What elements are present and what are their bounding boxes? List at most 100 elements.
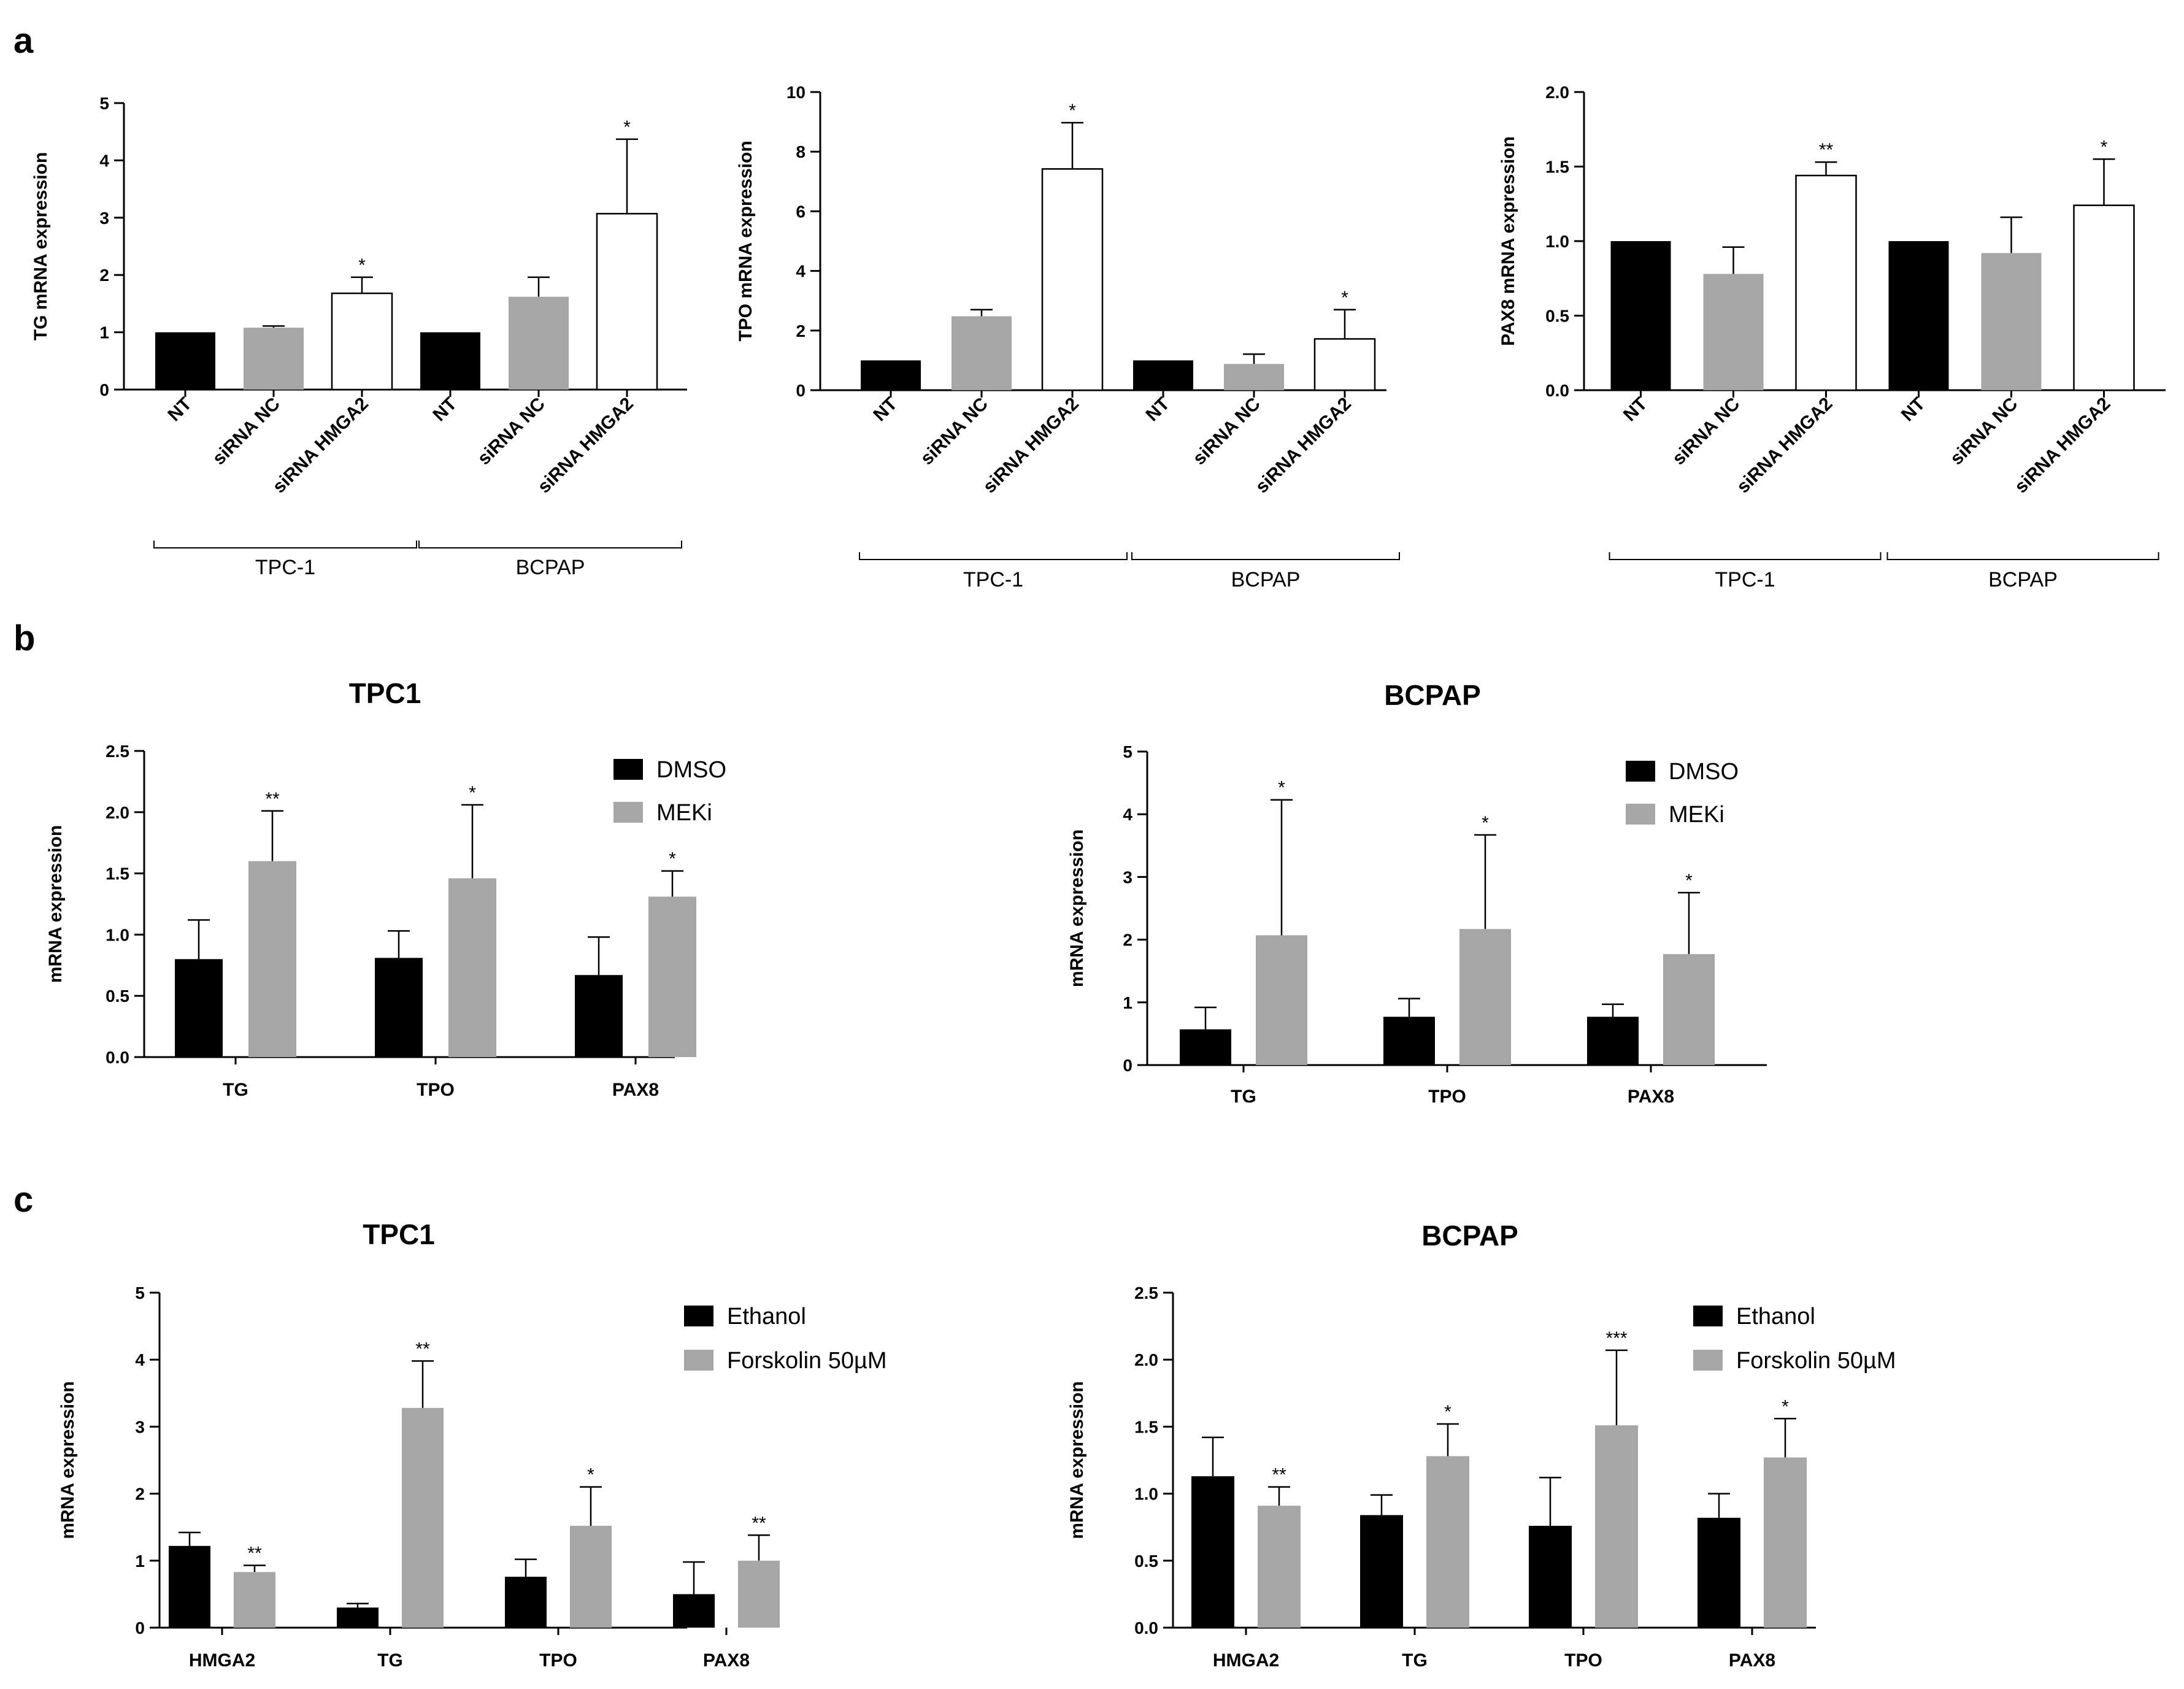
y-axis-label: mRNA expression <box>58 1381 78 1539</box>
bar <box>596 213 658 391</box>
y-tick-label: 0 <box>796 381 806 400</box>
y-tick-label: 0.0 <box>1134 1618 1158 1637</box>
significance-marker: * <box>587 1465 594 1485</box>
significance-marker: ** <box>415 1339 430 1359</box>
bar <box>448 878 496 1057</box>
y-tick-label: 5 <box>135 1283 145 1302</box>
y-tick-label: 1.5 <box>1545 158 1569 177</box>
y-axis-label: mRNA expression <box>1067 1381 1087 1539</box>
x-category-label: PAX8 <box>1628 1087 1674 1107</box>
bar <box>1698 1517 1740 1628</box>
bar <box>1191 1476 1234 1628</box>
legend-swatch <box>613 802 643 823</box>
y-tick-label: 2.5 <box>106 742 129 761</box>
chart-title: TPC1 <box>349 677 421 709</box>
bar <box>1981 253 2042 390</box>
bar <box>861 360 921 390</box>
chart-c1: TPC1 0 1 2 3 4 5 mRNA expression ** HMGA2 ** TG * TPO… <box>58 1218 887 1671</box>
bar <box>155 332 215 390</box>
bar <box>1313 338 1376 391</box>
bar <box>2073 204 2135 391</box>
y-tick-label: 2.0 <box>1545 83 1569 102</box>
y-tick-label: 1.0 <box>106 925 129 944</box>
x-category-label: HMGA2 <box>189 1650 255 1671</box>
bar <box>1224 364 1284 390</box>
significance-marker: * <box>1482 813 1489 833</box>
group-label: BCPAP <box>516 556 585 579</box>
bar <box>1360 1515 1403 1628</box>
legend-label: DMSO <box>1669 759 1739 785</box>
y-tick-label: 2.0 <box>106 803 129 822</box>
y-tick-label: 1.0 <box>1545 232 1569 251</box>
y-tick-label: 3 <box>1123 868 1132 887</box>
legend-swatch <box>684 1350 713 1371</box>
y-axis-label: mRNA expression <box>1067 829 1087 987</box>
y-tick-label: 8 <box>796 142 806 161</box>
chart-b2: BCPAP 0 1 2 3 4 5 mRNA expression * TG * TPO * PAX8 DM… <box>1067 679 1767 1107</box>
bar <box>1383 1017 1435 1065</box>
bar <box>402 1407 444 1628</box>
x-category-label: PAX8 <box>703 1650 750 1671</box>
group-label: TPC-1 <box>1715 568 1775 591</box>
significance-marker: * <box>1341 288 1348 308</box>
bar <box>337 1607 379 1628</box>
y-tick-label: 4 <box>135 1350 145 1369</box>
group-label: BCPAP <box>1988 568 2058 591</box>
legend-swatch <box>613 759 643 780</box>
significance-marker: * <box>469 783 476 803</box>
y-tick-label: 4 <box>796 262 806 281</box>
bar <box>570 1526 612 1628</box>
y-tick-label: 4 <box>1123 805 1132 824</box>
significance-marker: * <box>2101 137 2108 157</box>
y-tick-label: 2 <box>99 266 109 285</box>
y-tick-label: 6 <box>796 202 806 221</box>
bar <box>169 1545 210 1628</box>
bar <box>1133 360 1193 390</box>
significance-marker: * <box>1069 101 1076 121</box>
group-label: TPC-1 <box>255 556 315 579</box>
y-tick-label: 0.0 <box>106 1048 129 1067</box>
bar <box>244 328 304 390</box>
significance-marker: * <box>1278 778 1285 798</box>
y-tick-label: 0.5 <box>106 987 129 1006</box>
significance-marker: * <box>669 849 676 869</box>
y-tick-label: 0 <box>1123 1056 1132 1075</box>
chart-title: TPC1 <box>363 1218 435 1250</box>
bar <box>248 861 296 1057</box>
y-tick-label: 1.5 <box>1134 1417 1158 1436</box>
bar <box>1529 1526 1572 1628</box>
bar <box>1610 241 1671 390</box>
legend-label: Ethanol <box>1736 1304 1815 1329</box>
significance-marker: ** <box>247 1543 262 1563</box>
y-tick-label: 0.5 <box>1134 1552 1158 1571</box>
y-tick-label: 0 <box>99 380 109 399</box>
x-category-label: TG <box>1231 1087 1256 1107</box>
bar <box>375 958 423 1057</box>
group-bracket <box>418 541 682 548</box>
y-tick-label: 3 <box>135 1417 145 1436</box>
bar <box>1258 1506 1301 1628</box>
group-bracket <box>859 552 1128 560</box>
bar <box>505 1577 547 1628</box>
chart-title: BCPAP <box>1384 679 1481 711</box>
significance-marker: ** <box>1272 1465 1286 1485</box>
y-axis-label: mRNA expression <box>45 825 66 983</box>
y-tick-label: 2 <box>796 321 806 340</box>
legend-swatch <box>1626 804 1655 825</box>
panel-label-a: a <box>13 21 34 61</box>
y-tick-label: 3 <box>99 209 109 228</box>
bar <box>1256 935 1307 1065</box>
y-axis-label: TG mRNA expression <box>31 152 51 340</box>
legend-swatch <box>1626 761 1655 782</box>
panel-label-c: c <box>13 1180 33 1220</box>
group-label: TPC-1 <box>963 568 1023 591</box>
legend-swatch <box>1693 1350 1723 1371</box>
significance-marker: * <box>623 117 631 137</box>
y-tick-label: 1 <box>1123 993 1132 1012</box>
bar <box>952 316 1012 390</box>
y-tick-label: 0 <box>135 1618 145 1637</box>
y-tick-label: 0.5 <box>1545 307 1569 326</box>
x-category-label: TG <box>1402 1650 1428 1671</box>
